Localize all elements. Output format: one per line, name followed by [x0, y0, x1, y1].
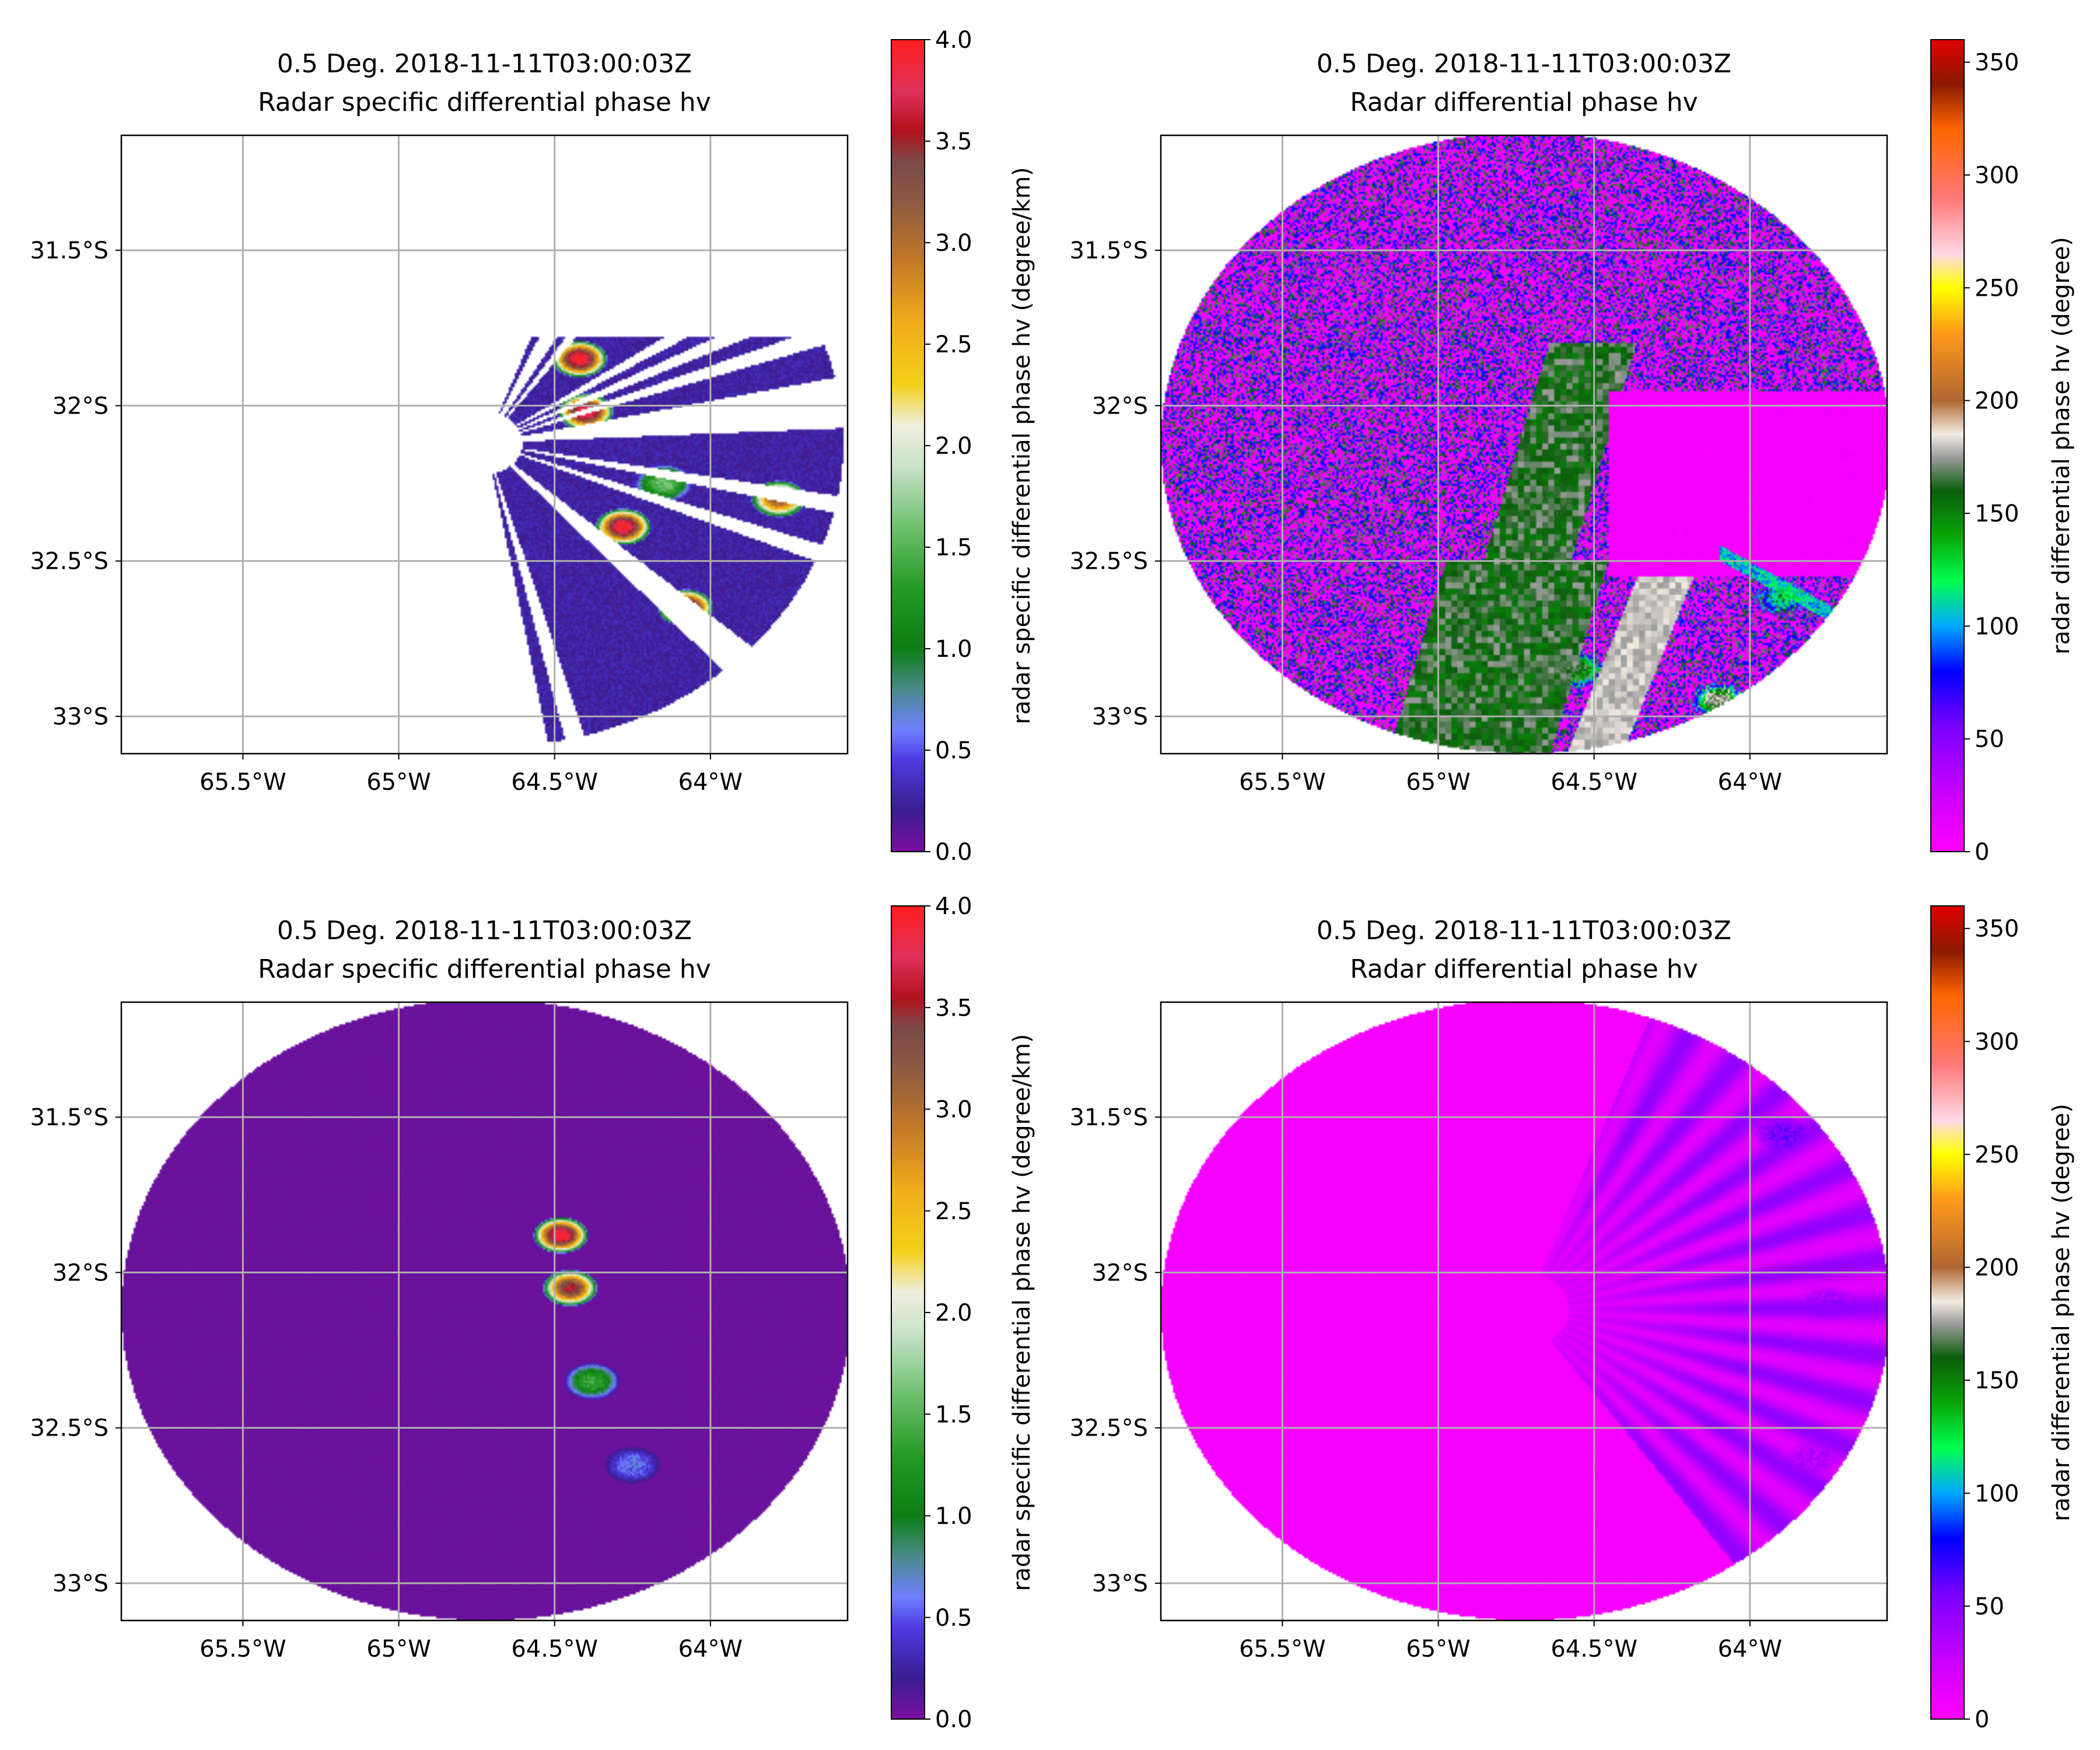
colorbar-tick-label: 4.0 [935, 27, 972, 54]
colorbar-tick-label: 2.0 [935, 1300, 972, 1326]
colorbar-tick-label: 4.0 [935, 893, 972, 920]
panel-4: 0.5 Deg. 2018-11-11T03:00:03Z Radar diffe… [1070, 906, 2075, 1733]
colorbar-tick-label: 1.5 [935, 1401, 972, 1428]
x-tick-label: 64.5°W [511, 769, 598, 796]
radar-field [121, 1002, 848, 1620]
colorbar-tick-label: 50 [1975, 726, 2004, 753]
colorbar-tick-label: 3.0 [935, 230, 972, 257]
panel-title-line1: 0.5 Deg. 2018-11-11T03:00:03Z [1317, 916, 1731, 946]
y-tick-label: 32°S [52, 1259, 108, 1286]
y-tick-label: 33°S [1092, 1570, 1148, 1597]
colorbar [1931, 906, 1964, 1719]
colorbar-tick-label: 300 [1975, 1028, 2019, 1055]
colorbar-tick-label: 3.5 [935, 995, 972, 1021]
colorbar-tick-label: 1.0 [935, 1503, 972, 1530]
colorbar-tick-label: 0.5 [935, 1605, 972, 1632]
y-tick-label: 31.5°S [1070, 237, 1148, 264]
colorbar-tick-label: 0.0 [935, 1706, 972, 1733]
radar-field [1161, 1002, 1887, 1620]
panel-1: 0.5 Deg. 2018-11-11T03:00:03Z Radar speci… [30, 27, 1035, 866]
y-tick-label: 32.5°S [30, 1415, 108, 1442]
colorbar-tick-label: 300 [1975, 162, 2019, 189]
panel-title-line1: 0.5 Deg. 2018-11-11T03:00:03Z [277, 916, 692, 946]
panel-title-line1: 0.5 Deg. 2018-11-11T03:00:03Z [1317, 49, 1731, 79]
y-tick-label: 32.5°S [1070, 548, 1148, 575]
x-tick-label: 64°W [1718, 769, 1782, 796]
y-tick-label: 31.5°S [30, 237, 108, 264]
x-tick-label: 65.5°W [200, 1636, 286, 1662]
panel-title-line2: Radar differential phase hv [1350, 88, 1698, 117]
x-tick-label: 65°W [366, 1636, 430, 1662]
colorbar-label: radar specific differential phase hv (de… [1009, 1034, 1035, 1591]
colorbar-tick-label: 100 [1975, 613, 2019, 640]
x-tick-label: 64.5°W [511, 1636, 598, 1662]
panel-3: 0.5 Deg. 2018-11-11T03:00:03Z Radar speci… [30, 893, 1035, 1733]
colorbar-tick-label: 250 [1975, 1142, 2019, 1168]
colorbar-tick-label: 100 [1975, 1480, 2019, 1507]
x-tick-label: 64°W [1718, 1636, 1782, 1662]
y-tick-label: 32°S [1092, 1259, 1148, 1286]
x-tick-label: 65.5°W [200, 769, 286, 796]
colorbar-tick-label: 3.0 [935, 1097, 972, 1124]
y-tick-label: 32.5°S [30, 548, 108, 575]
panel-title-line2: Radar differential phase hv [1350, 954, 1698, 984]
y-tick-label: 31.5°S [30, 1104, 108, 1131]
colorbar-label: radar specific differential phase hv (de… [1009, 167, 1035, 724]
colorbar-tick-label: 350 [1975, 50, 2019, 76]
y-tick-label: 32°S [52, 393, 108, 419]
y-tick-label: 32°S [1092, 393, 1148, 419]
x-tick-label: 64°W [678, 1636, 743, 1662]
radar-field [121, 135, 848, 754]
y-tick-label: 33°S [1092, 704, 1148, 730]
colorbar-tick-label: 0.0 [935, 839, 972, 866]
colorbar-tick-label: 2.5 [935, 1198, 972, 1225]
colorbar-tick-label: 2.0 [935, 433, 972, 460]
colorbar-tick-label: 2.5 [935, 331, 972, 358]
colorbar-tick-label: 1.0 [935, 636, 972, 663]
radar-field [1161, 135, 1887, 754]
y-tick-label: 32.5°S [1070, 1415, 1148, 1442]
x-tick-label: 64.5°W [1550, 769, 1637, 796]
x-tick-label: 65°W [1406, 1636, 1470, 1662]
colorbar-tick-label: 50 [1975, 1593, 2004, 1620]
colorbar-tick-label: 200 [1975, 1255, 2019, 1282]
x-tick-label: 65.5°W [1239, 769, 1326, 796]
y-tick-label: 33°S [52, 1570, 108, 1597]
colorbar-tick-label: 1.5 [935, 534, 972, 561]
colorbar-tick-label: 0 [1975, 1706, 1989, 1733]
x-tick-label: 65°W [366, 769, 430, 796]
panel-2: 0.5 Deg. 2018-11-11T03:00:03Z Radar diffe… [1070, 40, 2075, 866]
x-tick-label: 64.5°W [1550, 1636, 1637, 1662]
y-tick-label: 33°S [52, 704, 108, 730]
colorbar-tick-label: 200 [1975, 388, 2019, 415]
x-tick-label: 65.5°W [1239, 1636, 1326, 1662]
colorbar-label: radar differential phase hv (degree) [2048, 237, 2075, 654]
colorbar-tick-label: 150 [1975, 1367, 2019, 1394]
colorbar [891, 906, 925, 1719]
colorbar [1931, 40, 1964, 852]
colorbar-tick-label: 0.5 [935, 737, 972, 764]
x-tick-label: 64°W [678, 769, 743, 796]
panel-title-line2: Radar specific differential phase hv [258, 88, 711, 117]
colorbar-label: radar differential phase hv (degree) [2048, 1104, 2075, 1521]
colorbar-tick-label: 350 [1975, 916, 2019, 943]
colorbar [891, 40, 925, 852]
colorbar-tick-label: 250 [1975, 275, 2019, 302]
panel-title-line2: Radar specific differential phase hv [258, 954, 711, 984]
x-tick-label: 65°W [1406, 769, 1470, 796]
colorbar-tick-label: 3.5 [935, 128, 972, 155]
panel-title-line1: 0.5 Deg. 2018-11-11T03:00:03Z [277, 49, 692, 79]
colorbar-tick-label: 0 [1975, 839, 1989, 866]
y-tick-label: 31.5°S [1070, 1104, 1148, 1131]
colorbar-tick-label: 150 [1975, 501, 2019, 527]
